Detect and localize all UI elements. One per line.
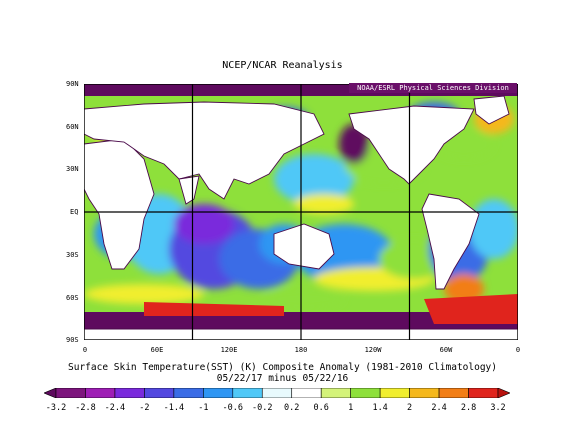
lat-label: 90S xyxy=(66,336,79,344)
plot-title: NCEP/NCAR Reanalysis xyxy=(222,60,343,71)
colorbar-swatch xyxy=(468,388,499,398)
lon-label: 120E xyxy=(220,346,238,354)
colorbar-swatch xyxy=(232,388,263,398)
colorbar-label: -2.8 xyxy=(75,403,96,413)
grid-lines xyxy=(84,84,518,340)
lat-label: 60N xyxy=(66,123,79,131)
colorbar-label: -2 xyxy=(139,403,150,413)
lat-label: EQ xyxy=(70,208,79,216)
lon-label: 60E xyxy=(150,346,164,354)
colorbar-label: 1.4 xyxy=(372,403,388,413)
colorbar-swatch xyxy=(379,388,410,398)
lon-label: 120W xyxy=(364,346,382,354)
colorbar-arrow-left xyxy=(44,388,57,398)
lon-label: 0 xyxy=(515,346,521,354)
colorbar-swatch xyxy=(203,388,234,398)
colorbar xyxy=(44,388,510,398)
lat-label: 30S xyxy=(66,251,79,259)
colorbar-label: -0.6 xyxy=(222,403,244,413)
lon-label: 60W xyxy=(439,346,453,354)
colorbar-label: 1 xyxy=(348,403,354,413)
colorbar-label: -3.2 xyxy=(45,403,67,413)
lat-label: 60S xyxy=(66,294,79,302)
lat-label: 30N xyxy=(66,165,79,173)
weddell-warm-band xyxy=(424,294,518,324)
colorbar-swatch xyxy=(85,388,116,398)
colorbar-swatch xyxy=(409,388,440,398)
colorbar-label: 2 xyxy=(407,403,413,413)
colorbar-swatch xyxy=(291,388,322,398)
colorbar-swatch xyxy=(114,388,145,398)
colorbar-label: 0.6 xyxy=(313,403,329,413)
colorbar-label: 2.8 xyxy=(460,403,477,413)
colorbar-swatch xyxy=(320,388,351,398)
caption-line-1: Surface Skin Temperature(SST) (K) Compos… xyxy=(68,362,497,373)
colorbar-swatch xyxy=(350,388,381,398)
colorbar-label: -1 xyxy=(198,403,209,413)
colorbar-swatch xyxy=(173,388,204,398)
colorbar-label: 3.2 xyxy=(490,403,506,413)
colorbar-label: 0.2 xyxy=(284,403,300,413)
continents xyxy=(84,95,518,340)
colorbar-label: -2.4 xyxy=(104,403,126,413)
sst-anomaly-map xyxy=(84,84,518,340)
colorbar-arrow-right xyxy=(497,388,510,398)
colorbar-swatch xyxy=(261,388,293,398)
antarctic-warm-band xyxy=(144,302,284,316)
colorbar-swatch xyxy=(144,388,175,398)
colorbar-label: -1.4 xyxy=(163,403,185,413)
colorbar-swatch xyxy=(55,388,86,398)
colorbar-label: -0.2 xyxy=(252,403,273,413)
lat-label: 90N xyxy=(66,80,79,88)
colorbar-swatch xyxy=(438,388,469,398)
colorbar-label: 2.4 xyxy=(431,403,447,413)
credit-label: NOAA/ESRL Physical Sciences Division xyxy=(349,83,517,93)
caption-line-2: 05/22/17 minus 05/22/16 xyxy=(216,373,349,384)
lon-label: 0 xyxy=(82,346,88,354)
lon-label: 180 xyxy=(294,346,308,354)
